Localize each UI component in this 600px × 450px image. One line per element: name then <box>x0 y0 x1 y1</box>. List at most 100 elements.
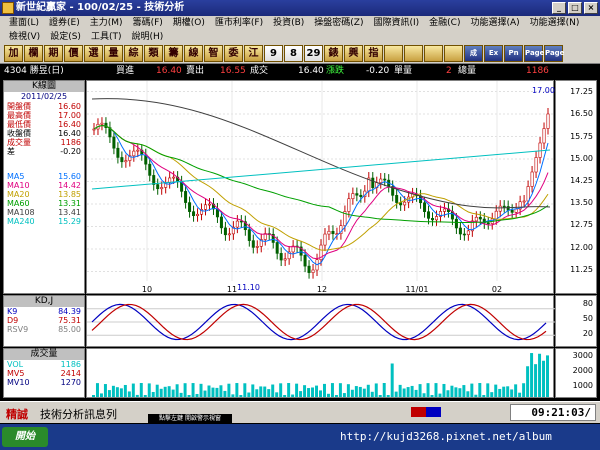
close-button[interactable]: × <box>584 2 598 14</box>
toolbar-button[interactable]: 籌 <box>164 45 183 62</box>
menu-item[interactable]: 工具(T) <box>90 32 122 42</box>
toolbar-button[interactable]: 綜 <box>124 45 143 62</box>
volume-bar <box>167 386 171 397</box>
kd-chart[interactable] <box>86 295 555 347</box>
menu-item[interactable]: 金融(C) <box>429 18 461 28</box>
toolbar-button[interactable]: 9 <box>264 45 283 62</box>
volume-bar <box>287 383 291 397</box>
volume-bar <box>107 390 111 397</box>
volume-bar <box>255 389 259 397</box>
volume-bar <box>482 395 486 397</box>
volume-bar <box>358 386 362 397</box>
toolbar-button[interactable]: 江 <box>244 45 263 62</box>
status-label: 精誠 <box>6 408 28 421</box>
legend-value: 16.60 <box>58 102 81 111</box>
toolbar-button[interactable]: 類 <box>144 45 163 62</box>
toolbar-button[interactable]: Pn <box>504 45 523 62</box>
kd-panel-header: KD,J <box>4 296 84 307</box>
candle-body <box>160 187 164 190</box>
candle-body <box>462 233 466 236</box>
volume-bar <box>227 383 231 397</box>
minimize-button[interactable]: _ <box>552 2 566 14</box>
toolbar-button[interactable]: 價 <box>64 45 83 62</box>
legend-row: VOL 1186 <box>4 360 84 369</box>
sell-value: 16.55 <box>220 66 246 76</box>
menu-item[interactable]: 畫面(L) <box>9 18 40 28</box>
toolbar-button[interactable]: 成 <box>464 45 483 62</box>
menu-item[interactable]: 功能選擇(N) <box>529 18 580 28</box>
start-button[interactable]: 開始 <box>2 427 48 447</box>
menu-item[interactable]: 籌碼(F) <box>132 18 163 28</box>
candle-body <box>223 227 227 236</box>
toolbar-button[interactable] <box>444 45 463 62</box>
volume-bar <box>402 388 406 397</box>
volume-bar <box>103 384 107 397</box>
toolbar-button[interactable]: Page <box>524 45 544 62</box>
toolbar-button[interactable]: 8 <box>284 45 303 62</box>
volume-bar <box>279 383 283 397</box>
volume-bar <box>446 390 450 397</box>
toolbar-button[interactable] <box>424 45 443 62</box>
toolbar-button[interactable]: 線 <box>184 45 203 62</box>
window-titlebar: 新世紀贏家 - 100/02/25 - 技術分析 _ □ × <box>0 0 600 16</box>
legend-label: RSV9 <box>7 325 29 334</box>
volume-bar <box>251 384 255 397</box>
legend-row: MA10 14.42 <box>4 181 84 190</box>
toolbar-button[interactable] <box>384 45 403 62</box>
volume-chart[interactable] <box>86 348 554 398</box>
volume-bar <box>303 385 307 397</box>
toolbar-button[interactable]: 欄 <box>24 45 43 62</box>
legend-row: MA5 15.60 <box>4 172 84 181</box>
toolbar-button[interactable]: Page <box>544 45 564 62</box>
volume-bar <box>271 384 275 397</box>
volume-bar <box>438 393 442 397</box>
toolbar-button[interactable]: 量 <box>104 45 123 62</box>
volume-svg <box>92 353 549 397</box>
menu-item[interactable]: 期權(O) <box>172 18 205 28</box>
high-annotation: 17.00 <box>532 86 555 95</box>
candle-body <box>434 216 438 221</box>
menu-bar: 畫面(L) 證券(E) 主力(M) 籌碼(F) 期權(O) 匯市利率(F) 投資(B) 操盤密… <box>0 16 600 44</box>
menu-item[interactable]: 操盤密碼(Z) <box>314 18 364 28</box>
menu-item[interactable]: 匯市利率(F) <box>214 18 264 28</box>
toolbar-button[interactable]: 智 <box>204 45 223 62</box>
menu-item[interactable]: 證券(E) <box>49 18 80 28</box>
buy-label: 買進 <box>116 66 135 76</box>
candle-body <box>136 149 140 152</box>
toolbar-button[interactable]: 錶 <box>324 45 343 62</box>
toolbar-button[interactable]: 期 <box>44 45 63 62</box>
legend-row: D9 75.31 <box>4 316 84 325</box>
menu-item[interactable]: 功能選擇(A) <box>470 18 520 28</box>
toolbar-button[interactable]: Ex <box>484 45 503 62</box>
volume-bar <box>370 391 374 397</box>
menu-row-1: 畫面(L) 證券(E) 主力(M) 籌碼(F) 期權(O) 匯市利率(F) 投資(B) 操盤密… <box>0 16 600 30</box>
candle-body <box>526 186 530 202</box>
menu-item[interactable]: 主力(M) <box>89 18 123 28</box>
maximize-button[interactable]: □ <box>568 2 582 14</box>
candle-body <box>311 269 315 273</box>
menu-item[interactable]: 設定(S) <box>50 32 81 42</box>
toolbar-button[interactable]: 興 <box>344 45 363 62</box>
toolbar-button[interactable]: 選 <box>84 45 103 62</box>
menu-item[interactable]: 說明(H) <box>131 32 164 42</box>
toolbar-button[interactable] <box>404 45 423 62</box>
candle-body <box>474 216 478 222</box>
legend-row: MV10 1270 <box>4 378 84 387</box>
x-tick-label: 12 <box>317 285 327 294</box>
volume-bar <box>334 395 338 397</box>
candle-body <box>331 230 335 235</box>
volume-bar <box>494 384 498 397</box>
toolbar-button[interactable]: 委 <box>224 45 243 62</box>
toolbar-button[interactable]: 加 <box>4 45 23 62</box>
volume-bar <box>207 385 211 397</box>
menu-item[interactable]: 投資(B) <box>273 18 305 28</box>
candle-body <box>482 218 486 224</box>
toolbar-button[interactable]: 指 <box>364 45 383 62</box>
candle-body <box>470 220 474 232</box>
toolbar-button[interactable]: 29 <box>304 45 323 62</box>
menu-item[interactable]: 檢視(V) <box>9 32 41 42</box>
price-chart[interactable]: 10 11 12 11/01 02 17.00 11.10 <box>86 80 555 294</box>
menu-item[interactable]: 國際資訊(I) <box>373 18 420 28</box>
volume-bar <box>490 392 494 397</box>
candle-body <box>347 198 351 212</box>
